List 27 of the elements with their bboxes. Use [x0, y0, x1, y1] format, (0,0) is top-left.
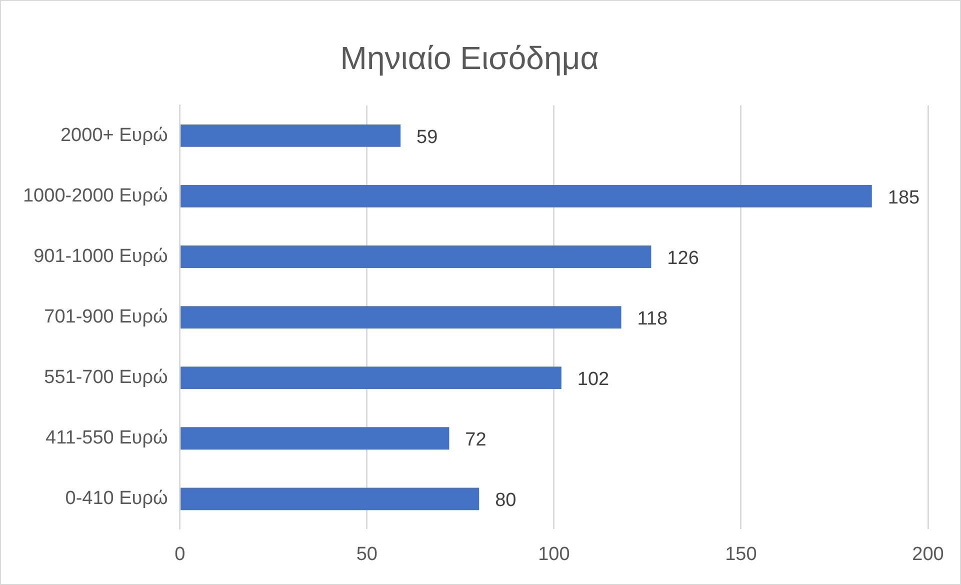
data-label: 126 [667, 248, 699, 269]
x-tick-label: 200 [912, 544, 944, 565]
chart-title: Μηνιαίο Εισόδημα [340, 40, 599, 76]
y-tick-label: 551-700 Ευρώ [44, 367, 168, 388]
data-label: 80 [495, 490, 516, 512]
y-tick-label: 411-550 Ευρώ [46, 428, 168, 449]
y-tick-label: 0-410 Ευρώ [65, 488, 168, 510]
data-label: 185 [888, 187, 920, 208]
x-tick-label: 150 [725, 544, 757, 565]
bar [180, 366, 562, 390]
x-tick-label: 0 [174, 544, 186, 565]
y-tick-label: 901-1000 Ευρώ [34, 246, 168, 267]
y-tick-label: 2000+ Ευρώ [60, 124, 168, 146]
data-label: 72 [465, 430, 486, 451]
bar [180, 427, 450, 450]
data-label: 118 [637, 308, 668, 330]
bar [180, 306, 622, 328]
x-tick-label: 100 [538, 544, 570, 565]
bar [180, 488, 480, 510]
bar [180, 185, 872, 208]
y-tick-label: 701-900 Ευρώ [44, 306, 168, 328]
y-tick-label: 1000-2000 Ευρώ [22, 185, 168, 206]
data-label: 102 [577, 369, 610, 390]
bar [180, 246, 652, 268]
bar [180, 124, 401, 147]
x-tick-label: 50 [356, 544, 378, 565]
data-label: 59 [416, 126, 438, 148]
